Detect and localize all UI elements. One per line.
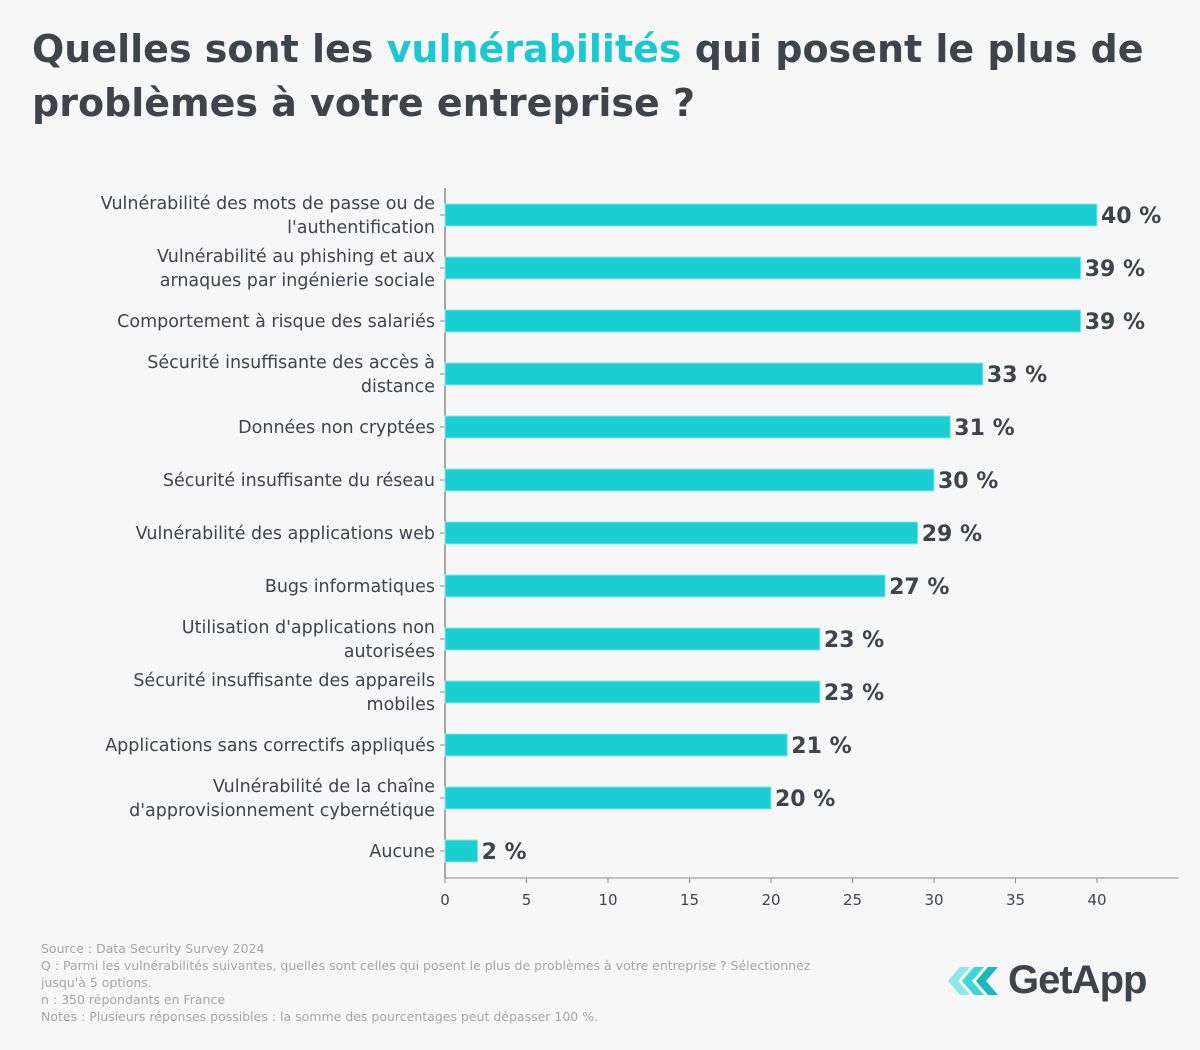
getapp-chevrons-icon (948, 966, 998, 995)
chart-title: Quelles sont les vulnérabilités qui pose… (32, 22, 1182, 130)
title-part: Quelles sont les (32, 27, 387, 71)
bar (444, 839, 479, 863)
bar (444, 256, 1082, 280)
bar (444, 309, 1082, 333)
bar (444, 468, 935, 492)
footer-source: Source : Data Security Survey 2024 (41, 941, 265, 956)
x-tick-label: 25 (843, 891, 862, 909)
bar-chart: 0 5 10 15 20 25 30 35 40 40 % Vulnérabilité des mo… (101, 188, 1179, 909)
bar (444, 786, 772, 810)
data-label: 23 % (824, 628, 884, 653)
category-label: Vulnérabilité des applications web (136, 524, 435, 544)
data-label: 30 % (938, 469, 998, 494)
category-label: Sécurité insuffisante des appareils (133, 671, 435, 691)
category-label: Utilisation d'applications non (182, 618, 435, 638)
x-tick-label: 35 (1006, 891, 1025, 909)
category-label: Bugs informatiques (265, 577, 435, 597)
title-highlight: vulnérabilités (386, 27, 682, 71)
x-tick-label: 5 (522, 891, 532, 909)
category-label: Vulnérabilité de la chaîne (213, 777, 435, 797)
footer-notes-line: Notes : Plusieurs réponses possibles : l… (41, 1009, 599, 1024)
bar (444, 733, 788, 757)
x-tick-label: 40 (1087, 891, 1106, 909)
bar (444, 203, 1098, 227)
category-label: Aucune (369, 842, 435, 862)
data-label: 23 % (824, 681, 884, 706)
x-tick-label: 15 (680, 891, 699, 909)
bar (444, 574, 886, 598)
x-tick-label: 20 (761, 891, 780, 909)
category-label: arnaques par ingénierie sociale (160, 271, 435, 291)
data-label: 29 % (922, 522, 982, 547)
category-label: Applications sans correctifs appliqués (105, 736, 435, 756)
logo-text: GetApp (1008, 958, 1147, 1002)
footer-notes: Source : Data Security Survey 2024 Q : P… (41, 940, 841, 1025)
data-label: 2 % (482, 840, 527, 865)
category-label: l'authentification (287, 218, 435, 238)
category-label: Vulnérabilité au phishing et aux (157, 247, 435, 267)
data-label: 31 % (954, 416, 1014, 441)
data-label: 20 % (775, 787, 835, 812)
getapp-logo: GetApp (948, 958, 1147, 1003)
category-label: mobiles (367, 695, 435, 715)
bar (444, 627, 821, 651)
footer-sample: n : 350 répondants en France (41, 992, 226, 1007)
category-label: Vulnérabilité des mots de passe ou de (101, 194, 435, 214)
bar (444, 362, 984, 386)
data-label: 21 % (791, 734, 851, 759)
data-label: 39 % (1085, 257, 1145, 282)
x-tick-label: 0 (440, 891, 450, 909)
data-label: 27 % (889, 575, 949, 600)
category-label: distance (361, 377, 435, 397)
category-label: Comportement à risque des salariés (117, 312, 435, 332)
category-label: Sécurité insuffisante des accès à (147, 353, 435, 373)
category-label: Données non cryptées (238, 418, 435, 438)
title-part: qui posent le plus de problèmes à votre … (32, 27, 1144, 125)
data-label: 33 % (987, 363, 1047, 388)
bar (444, 680, 821, 704)
category-label: d'approvisionnement cybernétique (129, 801, 435, 821)
x-tick-label: 30 (924, 891, 943, 909)
x-tick-label: 10 (598, 891, 617, 909)
bar (444, 415, 951, 439)
data-label: 40 % (1101, 204, 1161, 229)
footer-question: Q : Parmi les vulnérabilités suivantes, … (41, 958, 811, 990)
category-label: Sécurité insuffisante du réseau (163, 471, 435, 491)
category-label: autorisées (344, 642, 435, 662)
data-label: 39 % (1085, 310, 1145, 335)
bar (444, 521, 919, 545)
